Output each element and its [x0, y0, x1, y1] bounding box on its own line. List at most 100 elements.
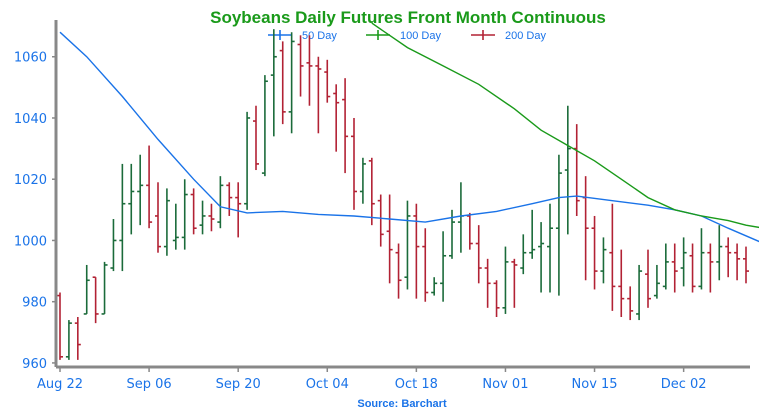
ohlc-bar: [457, 182, 464, 253]
ohlc-bar: [555, 154, 562, 296]
ohlc-bar: [324, 59, 331, 103]
source-note: Source: Barchart: [357, 398, 447, 410]
ohlc-bar: [395, 243, 402, 299]
ohlc-bar: [359, 157, 366, 204]
ohlc-bar: [618, 249, 625, 318]
ohlc-bar: [253, 105, 259, 171]
y-tick-label: 1040: [14, 112, 47, 127]
ohlc-bar: [288, 32, 295, 134]
y-tick-label: 1020: [14, 173, 47, 188]
y-tick-label: 960: [22, 357, 47, 372]
ohlc-bar: [190, 188, 197, 235]
ohlc-bar: [725, 237, 732, 278]
ohlc-bar: [734, 243, 741, 281]
ohlc-bar: [743, 246, 749, 284]
ohlc-bar: [502, 246, 509, 314]
ohlc-bar: [83, 264, 90, 315]
legend-item: 200 Day: [471, 30, 546, 42]
ohlc-bar: [564, 105, 571, 235]
legend-label: 50 Day: [302, 30, 337, 42]
legend-item: 100 Day: [366, 30, 441, 42]
ohlc-bar: [74, 317, 81, 360]
ohlc-bar: [680, 237, 687, 287]
ohlc-bar: [226, 182, 233, 216]
ohlc-bar: [110, 219, 117, 272]
x-axis-ticks: Aug 22 Sep 06 Sep 20 Oct 04 Oct 18 Nov 01 Nov …: [37, 367, 707, 392]
ohlc-bar: [306, 35, 313, 106]
ohlc-bar: [627, 286, 634, 321]
ohlc-bar: [57, 292, 63, 360]
ohlc-bar: [582, 176, 589, 281]
ohlc-bar: [172, 203, 179, 250]
ohlc-bar: [609, 203, 616, 311]
y-tick-label: 1000: [14, 234, 47, 249]
ohlc-bar: [484, 258, 491, 308]
ohlc-bar: [689, 243, 696, 293]
ohlc-bar: [199, 200, 206, 235]
ohlc-bar: [333, 84, 340, 152]
chart-title: Soybeans Daily Futures Front Month Conti…: [210, 8, 606, 27]
ohlc-bar: [279, 41, 286, 125]
price-bars: [57, 29, 749, 360]
ohlc-bar: [698, 228, 705, 290]
x-tick-label: Oct 18: [395, 377, 438, 392]
legend-item: 50 Day: [268, 30, 337, 42]
ohlc-bar: [137, 154, 144, 226]
ohlc-bar: [707, 243, 714, 293]
ohlc-bar: [475, 225, 482, 284]
x-tick-label: Dec 02: [661, 377, 707, 392]
ohlc-bar: [386, 194, 393, 284]
legend-label: 100 Day: [400, 30, 441, 42]
y-tick-label: 1060: [14, 51, 47, 66]
ohlc-bar: [92, 276, 99, 324]
ohlc-bar: [529, 209, 536, 259]
ohlc-bar: [119, 163, 126, 272]
ohlc-bar: [466, 212, 473, 250]
ohlc-bar: [244, 111, 251, 210]
ohlc-bar: [547, 203, 553, 293]
ohlc-bar: [413, 203, 420, 299]
ohlc-bar: [662, 243, 669, 290]
x-tick-label: Sep 06: [126, 377, 171, 392]
ohlc-bar: [636, 264, 643, 321]
x-tick-label: Oct 04: [306, 377, 349, 392]
ohlc-bar: [645, 249, 651, 308]
ohlc-bar: [591, 215, 598, 290]
ohlc-bar: [235, 182, 242, 238]
ohlc-bar: [377, 194, 384, 247]
y-axis-ticks: 960 980 1000 1020 1040 1060: [14, 51, 56, 372]
ohlc-bar: [520, 234, 527, 275]
ohlc-bar: [716, 225, 723, 281]
ohlc-bar: [653, 264, 660, 299]
ohlc-bar: [217, 176, 224, 229]
legend: 50 Day 100 Day 200 Day: [268, 30, 546, 42]
ohlc-bar: [342, 78, 349, 174]
ohlc-bar: [573, 124, 580, 216]
ohlc-bar: [600, 237, 607, 284]
ohlc-bar: [181, 179, 188, 250]
ohlc-bar: [440, 231, 447, 302]
x-tick-label: Nov 15: [572, 377, 618, 392]
ohlc-bar: [315, 56, 322, 134]
ohlc-bar: [208, 203, 215, 232]
ohlc-bar: [538, 222, 545, 293]
ohlc-bar: [155, 182, 161, 253]
ohlc-bar: [404, 200, 411, 290]
ohlc-bar: [431, 277, 438, 296]
series-line-100-day: [371, 22, 759, 229]
x-tick-label: Aug 22: [37, 377, 83, 392]
ohlc-bar: [493, 280, 500, 318]
legend-label: 200 Day: [505, 30, 546, 42]
moving-average-lines: [59, 22, 759, 243]
ohlc-bar: [351, 117, 357, 210]
ohlc-bar: [128, 163, 135, 235]
x-tick-label: Sep 20: [216, 377, 261, 392]
ohlc-bar: [511, 258, 518, 308]
ohlc-bar: [297, 35, 304, 97]
ohlc-bar: [101, 261, 108, 315]
series-line-50-day: [59, 31, 759, 243]
ohlc-bar: [671, 243, 678, 293]
ohlc-bar: [163, 188, 170, 256]
